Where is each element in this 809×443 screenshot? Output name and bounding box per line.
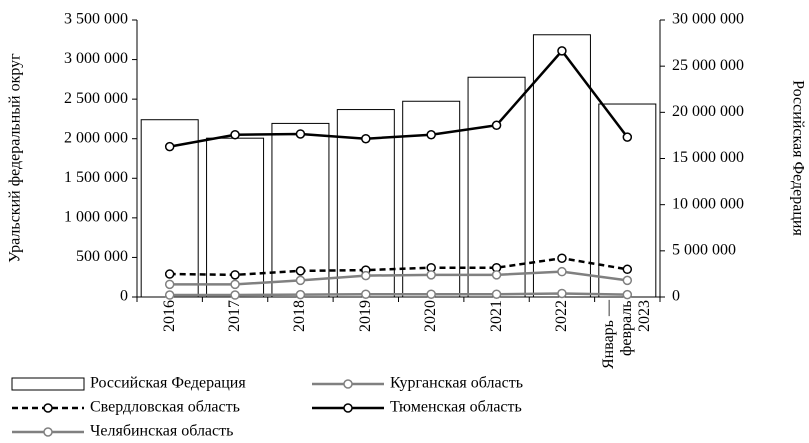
point	[361, 270, 371, 281]
point	[230, 130, 240, 140]
x-tick-label: 2021	[487, 300, 505, 332]
y-tick-label: 3 500 000	[64, 11, 128, 28]
legend-label: Курганская область	[390, 375, 523, 392]
point	[295, 289, 306, 300]
x-tick-label: 2020	[422, 300, 440, 332]
point	[622, 132, 633, 142]
point	[622, 275, 633, 286]
line	[169, 48, 629, 148]
y2-tick-label: 20 000 000	[672, 103, 744, 120]
legend-label: Тюменская область	[390, 399, 522, 416]
x-tick-label: 2016	[160, 300, 178, 332]
point	[230, 279, 240, 290]
x-tick-label: 2019	[356, 300, 374, 332]
point	[361, 289, 371, 299]
point	[622, 264, 633, 275]
point	[361, 133, 371, 144]
legend-marker	[343, 379, 353, 389]
x-tick-label: Январь — февраль 2023	[600, 300, 654, 369]
y-tick-label: 2 000 000	[64, 129, 128, 146]
line	[169, 292, 628, 297]
point	[164, 269, 175, 279]
point	[295, 275, 306, 286]
y-tick-label: 1 500 000	[64, 169, 128, 186]
y2-tick-label: 5 000 000	[672, 242, 736, 259]
point	[164, 141, 175, 152]
legend-label: Свердловская область	[90, 399, 240, 416]
y2-tick-label: 25 000 000	[672, 57, 744, 74]
point	[164, 279, 175, 290]
y-tick-label: 0	[120, 288, 128, 305]
point	[230, 290, 240, 300]
y-tick-label: 3 000 000	[64, 50, 128, 67]
x-tick-label: 2022	[552, 300, 570, 332]
point	[557, 46, 567, 56]
y-axis-title: Уральский федеральный округ	[7, 53, 24, 263]
line	[169, 270, 628, 286]
point	[491, 289, 502, 299]
y2-axis-title: Российская Федерация	[789, 80, 806, 236]
point	[557, 253, 567, 263]
point	[295, 266, 306, 276]
x-tick-label: 2018	[291, 300, 309, 332]
x-tick-label: 2017	[226, 300, 244, 332]
legend-marker	[43, 427, 53, 437]
bar	[271, 122, 330, 298]
y2-tick-label: 15 000 000	[672, 149, 744, 166]
point	[491, 270, 502, 280]
point	[426, 270, 436, 280]
legend-marker	[43, 403, 53, 413]
point	[491, 120, 502, 131]
legend-label: Челябинская область	[90, 423, 233, 440]
point	[426, 130, 436, 140]
point	[557, 266, 567, 277]
y-tick-label: 500 000	[76, 248, 128, 265]
point	[426, 289, 436, 299]
y2-tick-label: 30 000 000	[672, 11, 744, 28]
legend-swatch	[11, 377, 85, 391]
legend-marker	[343, 403, 353, 413]
legend-label: Российская Федерация	[90, 375, 246, 392]
point	[295, 129, 306, 139]
point	[622, 289, 633, 300]
y2-tick-label: 10 000 000	[672, 195, 744, 212]
point	[164, 290, 175, 300]
point	[230, 270, 240, 280]
y-tick-label: 2 500 000	[64, 90, 128, 107]
bar	[467, 76, 526, 298]
point	[557, 288, 567, 299]
line	[169, 256, 628, 277]
y-tick-label: 1 000 000	[64, 209, 128, 226]
y2-tick-label: 0	[672, 288, 680, 305]
